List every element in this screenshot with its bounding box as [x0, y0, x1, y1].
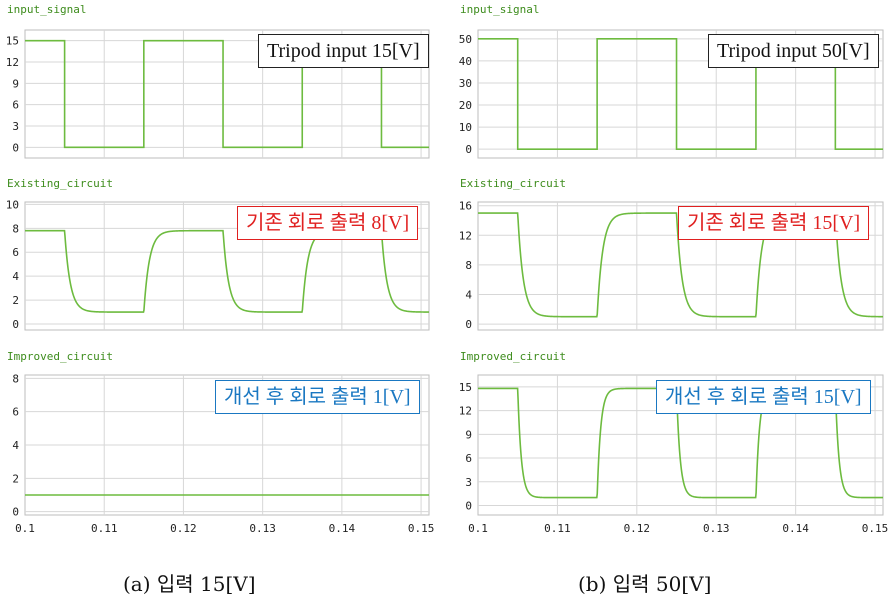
- y-tick-label: 0: [12, 141, 19, 154]
- y-tick-label: 0: [12, 506, 19, 519]
- y-tick-label: 15: [6, 35, 19, 48]
- y-tick-label: 9: [12, 77, 19, 90]
- y-tick-label: 0: [465, 500, 472, 513]
- x-tick-label: 0.13: [703, 522, 730, 535]
- y-tick-label: 4: [465, 288, 472, 301]
- y-tick-label: 15: [459, 381, 472, 394]
- caption-b: (b) 입력 50[V]: [578, 572, 712, 596]
- y-tick-label: 12: [6, 56, 19, 69]
- annotation-a-1: 기존 회로 출력 8[V]: [237, 206, 419, 240]
- y-tick-label: 20: [459, 99, 472, 112]
- x-tick-label: 0.14: [329, 522, 356, 535]
- y-tick-label: 3: [12, 120, 19, 133]
- y-tick-label: 8: [12, 372, 19, 385]
- y-tick-label: 3: [465, 476, 472, 489]
- x-tick-label: 0.15: [862, 522, 889, 535]
- x-tick-label: 0.13: [249, 522, 276, 535]
- y-tick-label: 16: [459, 200, 472, 213]
- x-tick-label: 0.14: [782, 522, 809, 535]
- x-tick-label: 0.12: [624, 522, 651, 535]
- y-tick-label: 9: [465, 428, 472, 441]
- plot-b-1: 0 4 8 12 16: [459, 200, 884, 331]
- panel-title-a-0: input_signal: [7, 3, 87, 16]
- panel-title-b-2: Improved_circuit: [460, 350, 566, 363]
- y-tick-label: 10: [459, 121, 472, 134]
- annotation-a-0: Tripod input 15[V]: [258, 34, 429, 68]
- y-tick-label: 30: [459, 77, 472, 90]
- y-tick-label: 2: [12, 472, 19, 485]
- y-tick-label: 0: [465, 143, 472, 156]
- annotation-b-0: Tripod input 50[V]: [708, 34, 879, 68]
- y-tick-label: 8: [12, 222, 19, 235]
- panel-title-a-1: Existing_circuit: [7, 177, 113, 190]
- annotation-b-1: 기존 회로 출력 15[V]: [678, 206, 870, 240]
- y-tick-label: 10: [6, 198, 19, 211]
- y-tick-label: 6: [12, 99, 19, 112]
- y-tick-label: 6: [12, 406, 19, 419]
- annotation-b-2: 개선 후 회로 출력 15[V]: [656, 380, 871, 414]
- y-tick-label: 0: [465, 318, 472, 331]
- y-tick-label: 8: [465, 259, 472, 272]
- x-tick-label: 0.12: [170, 522, 197, 535]
- y-tick-label: 50: [459, 33, 472, 46]
- y-tick-label: 0: [12, 318, 19, 331]
- x-tick-label: 0.11: [544, 522, 571, 535]
- y-tick-label: 4: [12, 270, 19, 283]
- y-tick-label: 12: [459, 405, 472, 418]
- caption-a: (a) 입력 15[V]: [123, 572, 256, 596]
- y-tick-label: 12: [459, 229, 472, 242]
- y-tick-label: 6: [465, 452, 472, 465]
- y-tick-label: 40: [459, 55, 472, 68]
- panel-title-b-1: Existing_circuit: [460, 177, 566, 190]
- annotation-a-2: 개선 후 회로 출력 1[V]: [215, 380, 420, 414]
- y-tick-label: 2: [12, 294, 19, 307]
- panel-title-b-0: input_signal: [460, 3, 540, 16]
- x-tick-label: 0.11: [91, 522, 118, 535]
- x-tick-label: 0.15: [408, 522, 435, 535]
- x-tick-label: 0.1: [15, 522, 35, 535]
- x-tick-label: 0.1: [468, 522, 488, 535]
- y-tick-label: 6: [12, 246, 19, 259]
- y-tick-label: 4: [12, 439, 19, 452]
- panel-title-a-2: Improved_circuit: [7, 350, 113, 363]
